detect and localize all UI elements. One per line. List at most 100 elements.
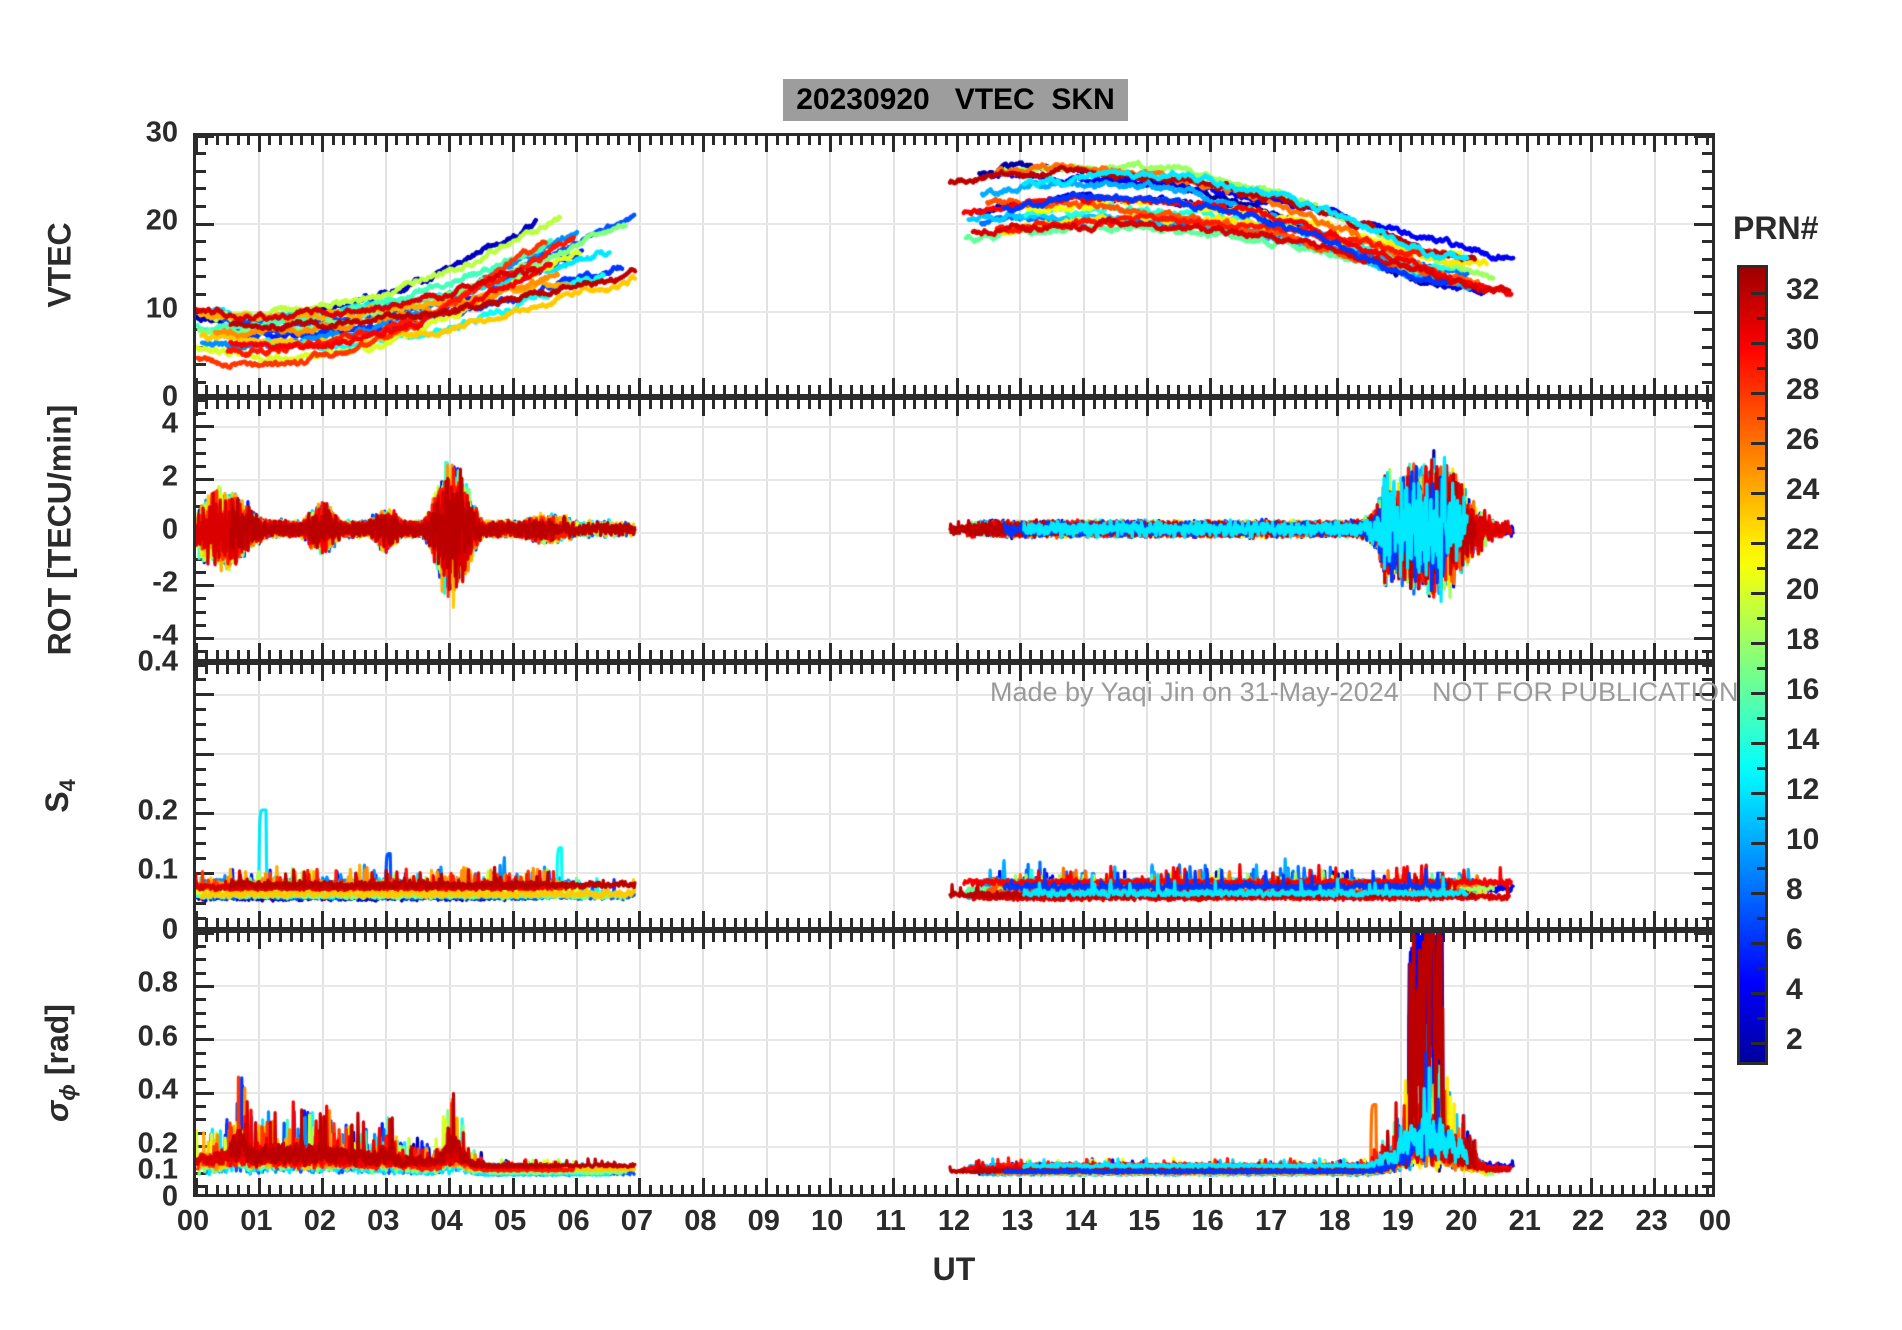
colorbar-tick	[1757, 1016, 1765, 1020]
colorbar-tick-label: 32	[1786, 273, 1820, 306]
colorbar-tick	[1757, 766, 1765, 770]
series-canvas-vtec	[196, 136, 1711, 393]
y-tick-label: 4	[161, 407, 178, 439]
x-tick-label: 14	[1064, 1205, 1097, 1237]
y-tick-label: 2	[161, 460, 178, 492]
colorbar-tick-label: 20	[1786, 573, 1820, 606]
x-tick-label: 00	[1698, 1205, 1732, 1237]
panel-s4	[193, 662, 1715, 930]
colorbar-tick-label: 28	[1786, 373, 1820, 406]
x-tick-label: 23	[1635, 1205, 1668, 1237]
colorbar-tick	[1757, 666, 1765, 670]
colorbar-tick	[1751, 591, 1765, 595]
x-tick-label: 06	[557, 1205, 590, 1237]
colorbar-tick	[1757, 616, 1765, 620]
series-canvas-s4	[196, 665, 1711, 926]
y-tick-label: 30	[145, 116, 178, 149]
colorbar-title: PRN#	[1733, 210, 1819, 246]
colorbar-gradient	[1740, 268, 1765, 1062]
colorbar-tick	[1757, 966, 1765, 970]
colorbar-tick	[1757, 366, 1765, 370]
colorbar-tick-label: 12	[1786, 773, 1820, 806]
colorbar-tick	[1751, 341, 1765, 345]
colorbar-tick-label: 16	[1786, 673, 1820, 706]
ylabel-s4-sub: 4	[55, 779, 81, 792]
colorbar-tick-label: 8	[1786, 873, 1803, 906]
x-tick-label: 00	[176, 1205, 210, 1237]
y-tick-label: 0.8	[137, 966, 178, 999]
colorbar-tick-label: 22	[1786, 523, 1820, 556]
y-tick-label: 0.2	[137, 1127, 178, 1160]
y-tick-label: -2	[152, 566, 178, 598]
colorbar-tick	[1751, 441, 1765, 445]
panel-rot	[193, 397, 1715, 662]
y-tick-label: -4	[152, 619, 178, 651]
y-tick-label: 0	[161, 513, 178, 545]
colorbar-tick	[1751, 1041, 1765, 1045]
x-tick-label: 20	[1445, 1205, 1478, 1237]
x-tick-label: 21	[1508, 1205, 1541, 1237]
y-tick-label: 0.1	[137, 853, 178, 886]
colorbar-tick	[1757, 316, 1765, 320]
page-title: 20230920 VTEC SKN	[796, 83, 1115, 116]
colorbar-tick-label: 14	[1786, 723, 1820, 756]
y-tick-label: 0.1	[137, 1153, 178, 1186]
colorbar-tick-label: 2	[1786, 1023, 1803, 1056]
colorbar-tick	[1757, 466, 1765, 470]
x-tick-label: 18	[1318, 1205, 1351, 1237]
colorbar-tick	[1751, 791, 1765, 795]
colorbar-tick	[1751, 941, 1765, 945]
colorbar-tick	[1757, 416, 1765, 420]
x-tick-label: 04	[430, 1205, 463, 1237]
x-tick-label: 22	[1572, 1205, 1605, 1237]
plot-title-band: 20230920 VTEC SKN	[783, 79, 1128, 121]
series-canvas-sp	[196, 933, 1711, 1193]
watermark-credit: Made by Yaqi Jin on 31-May-2024	[990, 677, 1399, 707]
colorbar-tick	[1757, 866, 1765, 870]
colorbar-tick	[1751, 391, 1765, 395]
colorbar-tick	[1757, 716, 1765, 720]
x-tick-label: 08	[684, 1205, 717, 1237]
colorbar-tick	[1751, 641, 1765, 645]
y-tick-label: 0	[161, 913, 178, 946]
x-tick-label: 11	[875, 1205, 906, 1237]
y-tick-label: 0	[161, 380, 178, 413]
colorbar-tick	[1757, 566, 1765, 570]
colorbar-tick	[1751, 891, 1765, 895]
panel-vtec	[193, 133, 1715, 397]
x-tick-label: 03	[367, 1205, 400, 1237]
x-tick-label: 12	[937, 1205, 971, 1237]
x-tick-label: 19	[1381, 1205, 1415, 1237]
colorbar-tick	[1751, 691, 1765, 695]
colorbar-tick	[1751, 291, 1765, 295]
colorbar-tick	[1757, 516, 1765, 520]
colorbar-tick-label: 30	[1786, 323, 1820, 356]
colorbar-tick	[1751, 741, 1765, 745]
xlabel-ut: UT	[932, 1251, 976, 1287]
series-canvas-rot	[196, 400, 1711, 658]
colorbar-tick	[1757, 916, 1765, 920]
y-tick-label: 0.2	[137, 794, 178, 827]
colorbar-tick	[1751, 841, 1765, 845]
y-tick-label: 20	[145, 204, 178, 237]
colorbar-tick-label: 6	[1786, 923, 1803, 956]
colorbar-tick	[1751, 491, 1765, 495]
x-tick-label: 10	[811, 1205, 844, 1237]
panel-sigma-phi	[193, 930, 1715, 1197]
x-tick-label: 07	[620, 1205, 654, 1237]
colorbar-tick-label: 18	[1786, 623, 1820, 656]
colorbar-tick	[1751, 991, 1765, 995]
x-tick-label: 02	[303, 1205, 336, 1237]
y-tick-label: 10	[145, 292, 178, 325]
y-tick-label: 0.4	[137, 645, 178, 678]
x-tick-label: 15	[1128, 1205, 1161, 1237]
y-tick-label: 0	[161, 1180, 178, 1213]
x-tick-label: 05	[493, 1205, 527, 1237]
y-tick-label: 0.4	[137, 1073, 178, 1106]
colorbar	[1737, 265, 1768, 1065]
x-tick-label: 17	[1254, 1205, 1288, 1237]
colorbar-tick-label: 10	[1786, 823, 1820, 856]
colorbar-tick	[1757, 816, 1765, 820]
x-tick-label: 01	[240, 1205, 273, 1237]
y-tick-label: 0.6	[137, 1020, 178, 1053]
